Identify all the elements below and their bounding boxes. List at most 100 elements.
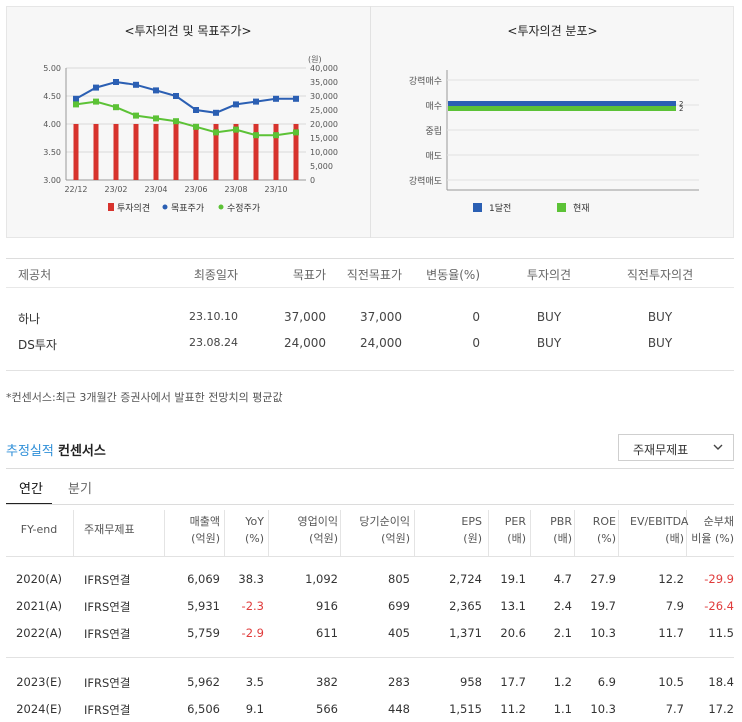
category-label: 중립 (425, 126, 442, 137)
fin-header-label: 당기순이익 (359, 515, 410, 528)
fin-header-unit: (%) (244, 532, 264, 545)
category-label: 강력매도 (409, 175, 442, 187)
tab-quarterly[interactable]: 분기 (68, 482, 92, 497)
broker-table-header (6, 258, 734, 288)
column-divider (414, 510, 415, 556)
broker-cell: 0 (472, 310, 480, 324)
unit-label: (원) (308, 55, 322, 64)
fin-cell: 11.2 (500, 702, 526, 716)
opinion-bar (293, 124, 299, 180)
broker-table-divider (6, 370, 734, 371)
x-tick-label: 23/02 (104, 185, 127, 194)
fin-header-unit: (배) (665, 532, 684, 545)
y-left-tick-label: 4.00 (43, 120, 61, 129)
opinion-bar (213, 124, 219, 180)
left-chart-legend: 투자의견 목표주가 수정주가 (108, 202, 260, 214)
broker-name: DS투자 (18, 338, 57, 352)
broker-header-cell: 직전목표가 (346, 268, 402, 282)
adjusted-price-line (75, 100, 297, 137)
fin-cell: 11.5 (708, 626, 734, 640)
column-divider (618, 510, 619, 556)
opinion-bar (173, 124, 179, 180)
fin-cell: 1.2 (553, 675, 572, 689)
adjusted-price-point (133, 112, 139, 119)
column-divider (224, 510, 225, 556)
broker-header-cell: 변동율(%) (426, 268, 480, 282)
fin-cell: 7.9 (665, 599, 684, 613)
adjusted-price-point (293, 129, 299, 136)
fin-cell: 1,092 (305, 572, 338, 586)
fin-cell: 19.7 (590, 599, 616, 613)
target-price-point (153, 87, 159, 94)
x-tick-label: 23/10 (264, 185, 287, 194)
adjusted-price-point (73, 101, 79, 108)
column-divider (268, 510, 269, 556)
opinion-bar (193, 124, 199, 180)
fiscal-year: 2020(A) (15, 572, 63, 586)
fin-cell: 27.9 (590, 572, 616, 586)
fin-cell: 448 (388, 702, 410, 716)
opinion-bar (93, 124, 99, 180)
fin-cell: 2.1 (553, 626, 572, 640)
broker-cell: BUY (536, 310, 562, 324)
target-price-point (273, 95, 279, 102)
fin-header-label: PBR (550, 515, 572, 528)
fiscal-year: 2023(E) (16, 675, 62, 689)
x-tick-label: 23/04 (144, 185, 167, 194)
fin-cell: 2.4 (553, 599, 572, 613)
consensus-footnote: *컨센서스:최근 3개월간 증권사에서 발표한 전망치의 평균값 (6, 391, 283, 404)
legend-label: 목표주가 (171, 203, 204, 214)
fin-cell: 382 (316, 675, 338, 689)
fin-header-label: 영업이익 (297, 515, 338, 528)
x-tick-label: 22/12 (64, 185, 87, 194)
category-label: 매도 (425, 151, 442, 162)
tab-annual[interactable]: 연간 (19, 482, 43, 497)
right-chart-legend: 1달전 현재 (473, 202, 590, 214)
broker-cell: BUY (647, 310, 673, 324)
opinion-bar (73, 124, 79, 180)
legend-swatch (108, 203, 114, 211)
fin-header-unit: (배) (507, 532, 526, 545)
fin-cell: 9.1 (245, 702, 264, 716)
legend-label: 수정주가 (227, 203, 260, 214)
target-price-point (173, 93, 179, 99)
fin-header-label: FY-end (20, 523, 58, 536)
legend-swatch (473, 203, 482, 212)
legend-label: 투자의견 (117, 202, 150, 214)
adjusted-price-point (93, 98, 99, 105)
target-price-point (93, 84, 99, 91)
broker-cell: 0 (472, 336, 480, 350)
fin-cell: 805 (388, 572, 410, 586)
fin-cell: 5,931 (187, 599, 220, 613)
target-price-point (253, 98, 259, 105)
tabs-top-border (6, 468, 734, 469)
fin-cell: 2,365 (449, 599, 482, 613)
y-left-tick-label: 4.50 (43, 92, 61, 101)
fin-cell: 5,962 (187, 675, 220, 689)
column-divider (686, 510, 687, 556)
target-price-point (233, 101, 239, 108)
legend-label: 1달전 (489, 202, 511, 214)
adjusted-price-point (233, 126, 239, 133)
actual-estimate-divider (6, 657, 734, 658)
fin-cell: -2.9 (241, 626, 264, 640)
column-divider (574, 510, 575, 556)
fin-cell: IFRS연결 (84, 600, 131, 614)
target-price-point (193, 107, 199, 113)
section-title-estimate[interactable]: 추정실적 (6, 444, 54, 459)
fin-header-label: 순부채 (703, 515, 734, 528)
broker-header-cell: 제공처 (18, 268, 52, 282)
statement-type-dropdown[interactable]: 주재무제표 (618, 434, 734, 461)
broker-cell: 23.08.24 (189, 336, 238, 349)
opinion-bar (133, 124, 139, 180)
right-chart-title: <투자의견 분포> (507, 24, 598, 38)
fin-cell: 10.3 (590, 626, 616, 640)
adjusted-price-point (193, 123, 199, 130)
fin-cell: 10.5 (658, 675, 684, 689)
fin-header-unit: (배) (553, 532, 572, 545)
y-right-tick-label: 5,000 (310, 162, 333, 171)
y-right-tick-label: 35,000 (310, 78, 338, 87)
fin-cell: 5,759 (187, 626, 220, 640)
target-price-line (75, 80, 296, 114)
y-right-tick-label: 15,000 (310, 134, 338, 143)
